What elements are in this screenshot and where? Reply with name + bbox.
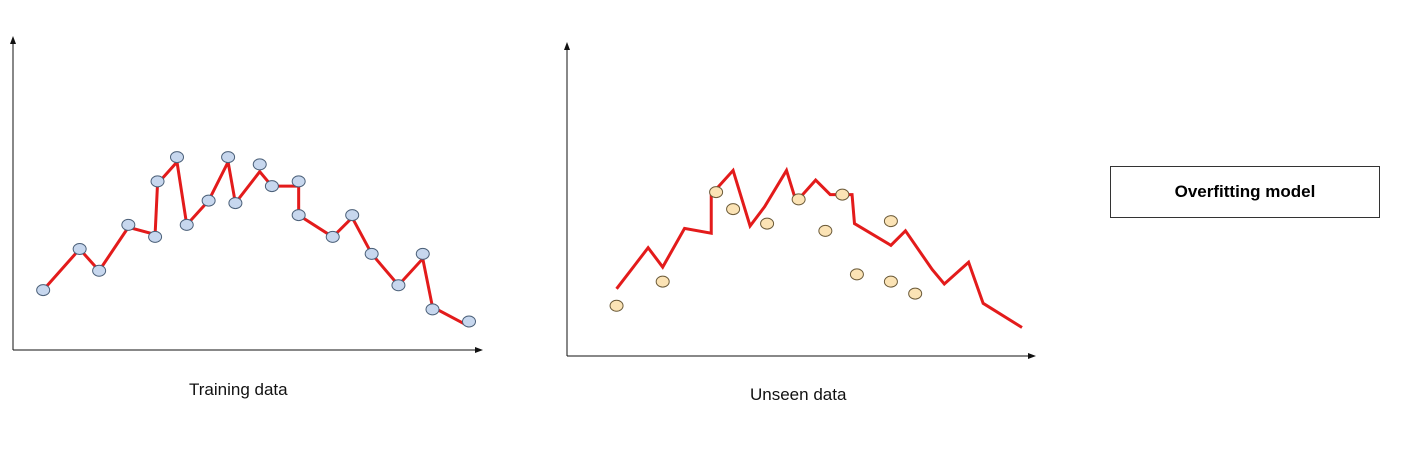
unseen-data-caption: Unseen data — [750, 385, 847, 404]
training-data-point — [264, 180, 279, 193]
training-data-point — [325, 230, 340, 243]
unseen-data-point — [760, 217, 775, 230]
training-data-point — [150, 175, 165, 188]
unseen-data-point — [818, 224, 833, 237]
training-data-point — [228, 197, 243, 210]
overfitting-model-label: Overfitting model — [1174, 182, 1316, 201]
training-data-point — [364, 247, 379, 260]
training-data-point — [415, 247, 430, 260]
training-model-line — [42, 157, 470, 328]
training-data-point — [179, 218, 194, 231]
unseen-data-point — [849, 268, 864, 281]
overfitting-model-label-box: Overfitting model — [1110, 166, 1380, 218]
unseen-data-point — [883, 275, 898, 288]
training-data-point — [148, 230, 163, 243]
unseen-model-line — [615, 166, 1023, 329]
unseen-y-axis-arrow — [564, 42, 570, 50]
unseen-data-point — [791, 193, 806, 206]
unseen-data-point — [835, 188, 850, 201]
training-data-plot — [10, 36, 483, 353]
training-data-point — [291, 209, 306, 222]
training-data-caption: Training data — [189, 380, 288, 399]
unseen-x-axis-arrow — [1028, 353, 1036, 359]
training-data-point — [462, 315, 476, 328]
training-data-point — [391, 279, 406, 292]
training-data-point — [201, 194, 216, 207]
unseen-data-point — [609, 299, 624, 312]
unseen-data-point — [726, 203, 741, 216]
unseen-data-point — [709, 186, 724, 199]
unseen-data-point — [883, 215, 898, 228]
training-data-point — [291, 175, 306, 188]
training-y-axis-arrow — [10, 36, 16, 44]
training-data-point — [92, 264, 107, 277]
unseen-data-point — [655, 275, 670, 288]
training-data-point — [170, 151, 184, 164]
training-x-axis-arrow — [475, 347, 483, 353]
unseen-data-point — [908, 287, 923, 300]
training-data-point — [72, 243, 87, 255]
training-data-point — [345, 209, 360, 222]
training-data-point — [36, 284, 51, 297]
training-data-point — [121, 218, 136, 231]
training-data-point — [252, 158, 267, 171]
training-data-point — [221, 151, 236, 164]
training-data-point — [425, 303, 440, 316]
unseen-data-plot — [564, 42, 1036, 359]
